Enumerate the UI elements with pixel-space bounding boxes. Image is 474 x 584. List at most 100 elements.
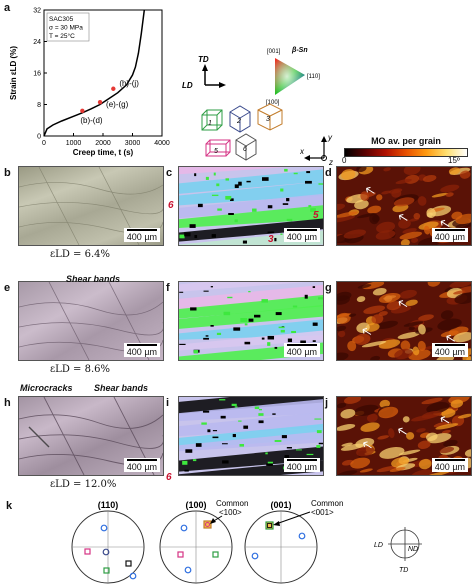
panel-label-a: a — [4, 2, 11, 14]
phase-label: β-Sn — [291, 47, 308, 54]
axis-x-label: x — [300, 147, 305, 156]
optical-micrograph-e: 400 µm — [18, 281, 164, 361]
grain-label-5-c: 5 — [313, 210, 319, 221]
scale-bar-i: 400 µm — [283, 458, 320, 472]
shear-bands-label-e: Shear bands — [66, 274, 121, 284]
creep-chart: 0 1000 2000 3000 4000 0 8 16 24 32 Creep time, t (… — [9, 8, 170, 158]
legend-line: T = 25°C — [49, 32, 75, 40]
colorbar-max: 15º — [448, 156, 460, 165]
legend-line: SAC305 — [49, 16, 74, 23]
microcracks-label-h: Microcracks — [20, 383, 73, 393]
scale-bar-d: 400 µm — [431, 228, 468, 242]
ipf-001-label: [001] — [267, 49, 281, 55]
y-axis-label: Strain εLD (%) — [9, 46, 18, 100]
strain-label-row3: εLD = 12.0% — [50, 479, 117, 490]
scale-bar-g: 400 µm — [431, 343, 468, 357]
cell-label-5: 5 — [214, 148, 218, 155]
x-tick-label: 2000 — [95, 140, 111, 147]
scale-bar-e: 400 µm — [123, 343, 160, 357]
scale-bar-h: 400 µm — [123, 458, 160, 472]
unit-cell-1 — [201, 109, 223, 131]
optical-micrograph-b: 400 µm — [18, 166, 164, 246]
pf-axes-legend: LD ND TD — [374, 527, 422, 574]
callout-100-line1: Common — [216, 499, 248, 508]
legend-box — [46, 12, 90, 42]
unit-cell-3 — [257, 103, 283, 131]
xyz-axes-icon: y x z — [300, 133, 333, 167]
scale-bar-j: 400 µm — [431, 458, 468, 472]
marker-label: (b)-(d) — [80, 116, 103, 125]
callout-001-line2: <001> — [311, 508, 334, 517]
panel-label-f: f — [166, 282, 170, 294]
cell-label-2: 2 — [236, 118, 241, 125]
pole-figure-001 — [244, 510, 318, 584]
pf-title-001: (001) — [270, 500, 291, 510]
unit-cell-5 — [205, 139, 231, 157]
ipf-110-label: [110] — [307, 74, 320, 80]
shear-bands-label-h: Shear bands — [94, 383, 149, 393]
x-tick-label: 0 — [42, 140, 46, 147]
pole-figures: (110) (100) Common <100> (001) Comm — [71, 499, 422, 584]
cell-label-1: 1 — [208, 120, 212, 127]
y-tick-label: 16 — [33, 71, 41, 78]
legend-line: σ = 30 MPa — [49, 25, 83, 32]
pf-title-100: (100) — [185, 500, 206, 510]
ld-label: LD — [182, 81, 193, 90]
misorientation-map-j: 400 µm — [336, 396, 472, 476]
panel-label-c: c — [166, 167, 173, 179]
cell-label-6: 6 — [243, 146, 247, 153]
colorbar-title: MO av. per grain — [371, 136, 441, 146]
panel-label-b: b — [4, 167, 11, 179]
x-tick-label: 4000 — [154, 140, 170, 147]
ebsd-map-f: 400 µm — [178, 281, 324, 361]
strain-label-row2: εLD = 8.6% — [50, 364, 110, 375]
pf-td-label: TD — [399, 567, 408, 574]
panel-label-k: k — [6, 500, 13, 512]
panel-label-d: d — [325, 167, 332, 179]
misorientation-map-d: 400 µm — [336, 166, 472, 246]
pf-title-110: (110) — [98, 500, 119, 510]
y-tick-label: 0 — [37, 134, 41, 141]
callout-100-line2: <100> — [219, 508, 242, 517]
panel-label-i: i — [166, 397, 170, 409]
x-axis-label: Creep time, t (s) — [73, 148, 134, 157]
optical-micrograph-h: 400 µm — [18, 396, 164, 476]
pole-figure-100 — [159, 510, 233, 584]
x-tick-label: 1000 — [66, 140, 82, 147]
misorientation-map-g: 400 µm — [336, 281, 472, 361]
scale-bar-b: 400 µm — [123, 228, 160, 242]
scale-bar-f: 400 µm — [283, 343, 320, 357]
grain-label-6-c: 6 — [168, 200, 174, 211]
ebsd-map-i: 400 µm — [178, 396, 324, 476]
orientation-legend: TD LD [001] [110] [100] β-Sn — [182, 47, 320, 161]
strain-label-row1: εLD = 6.4% — [50, 249, 110, 260]
scale-bar-c: 400 µm — [283, 228, 320, 242]
panel-label-h: h — [4, 397, 11, 409]
grain-label-6-i: 6 — [166, 472, 172, 483]
marker-point — [80, 108, 85, 114]
td-label: TD — [198, 55, 209, 64]
unit-cell-6 — [235, 133, 257, 161]
creep-curve-line — [43, 9, 146, 137]
pf-ld-label: LD — [374, 542, 383, 549]
grain-label-3-c: 3 — [268, 234, 274, 245]
pf-nd-label: ND — [408, 546, 418, 553]
marker-label: (h)-(j) — [119, 79, 139, 88]
panel-label-j: j — [325, 397, 329, 409]
pole-figure-110 — [71, 510, 145, 584]
marker-point — [111, 86, 116, 91]
panel-label-e: e — [4, 282, 11, 294]
panel-label-g: g — [325, 282, 332, 294]
unit-cell-2 — [229, 105, 251, 133]
colorbar — [344, 148, 468, 157]
callout-001-line1: Common — [311, 499, 343, 508]
ipf-100-label: [100] — [266, 100, 280, 106]
y-tick-label: 32 — [33, 8, 41, 15]
axis-z-label: z — [328, 158, 333, 167]
cell-label-3: 3 — [266, 116, 270, 123]
marker-point — [97, 99, 103, 105]
colorbar-min: 0 — [342, 156, 347, 165]
x-tick-label: 3000 — [125, 140, 141, 147]
ebsd-map-c: 400 µm — [178, 166, 324, 246]
y-tick-label: 8 — [37, 102, 41, 109]
